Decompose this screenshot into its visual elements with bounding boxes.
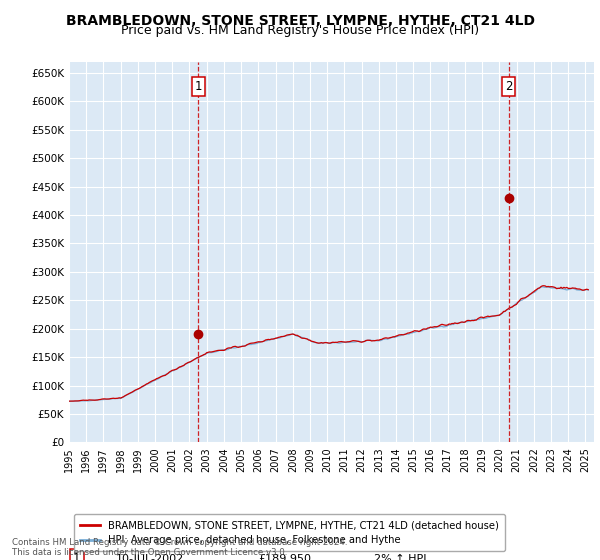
Text: 1: 1: [73, 552, 80, 560]
Legend: BRAMBLEDOWN, STONE STREET, LYMPNE, HYTHE, CT21 4LD (detached house), HPI: Averag: BRAMBLEDOWN, STONE STREET, LYMPNE, HYTHE…: [74, 514, 505, 551]
Text: £189,950: £189,950: [258, 553, 311, 560]
Text: Price paid vs. HM Land Registry's House Price Index (HPI): Price paid vs. HM Land Registry's House …: [121, 24, 479, 36]
Text: 10-JUL-2002: 10-JUL-2002: [116, 553, 185, 560]
Text: 2% ↑ HPI: 2% ↑ HPI: [373, 553, 426, 560]
Text: 2: 2: [505, 80, 512, 93]
Text: BRAMBLEDOWN, STONE STREET, LYMPNE, HYTHE, CT21 4LD: BRAMBLEDOWN, STONE STREET, LYMPNE, HYTHE…: [65, 14, 535, 28]
Text: Contains HM Land Registry data © Crown copyright and database right 2024.
This d: Contains HM Land Registry data © Crown c…: [12, 538, 347, 557]
Text: 1: 1: [194, 80, 202, 93]
